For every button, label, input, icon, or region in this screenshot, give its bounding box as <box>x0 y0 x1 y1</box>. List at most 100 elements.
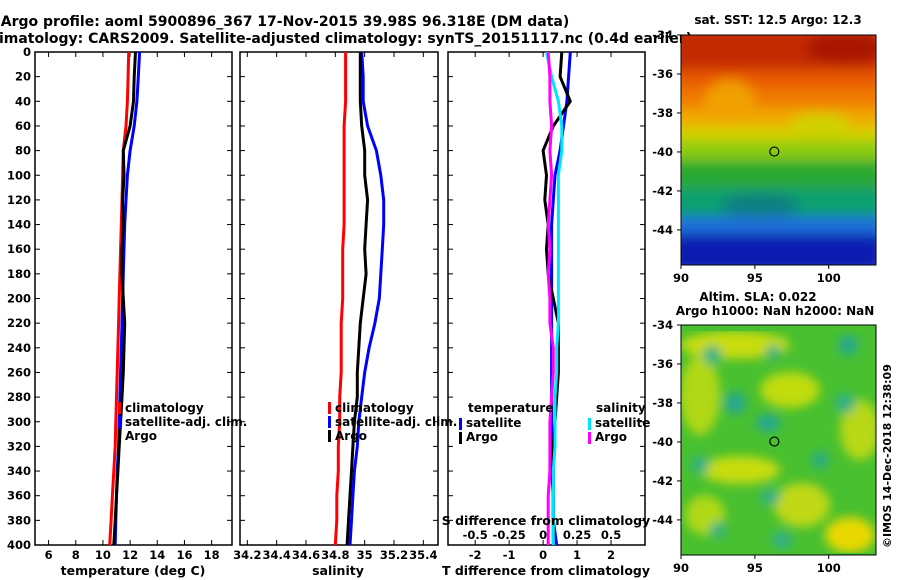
lon-tick-label: 100 <box>817 271 841 285</box>
depth-tick-label: 80 <box>15 144 31 158</box>
depth-tick-label: 0 <box>23 45 31 59</box>
legend-swatch-argo <box>118 430 121 442</box>
legend-swatch-sal-argo <box>588 432 591 444</box>
series-temperature-argo <box>541 51 572 545</box>
depth-tick-label: 60 <box>15 119 31 133</box>
sla-map-title-2: Argo h1000: NaN h2000: NaN <box>676 304 875 318</box>
series-climatology <box>108 51 131 546</box>
imos-watermark: ©IMOS 14-Dec-2018 12:38:09 <box>881 364 894 548</box>
depth-tick-label: 200 <box>7 292 31 306</box>
lat-tick-label: -36 <box>652 357 673 371</box>
series-satellite-adj-clim- <box>348 51 386 546</box>
x-tick-label: 34.2 <box>233 548 261 562</box>
depth-tick-label: 240 <box>7 341 31 355</box>
x-tick-label: 16 <box>176 548 192 562</box>
legend-climatology: climatology <box>335 401 414 415</box>
legend-argo: Argo <box>335 429 367 443</box>
lon-tick-label: 90 <box>673 271 689 285</box>
sst-map-title: sat. SST: 12.5 Argo: 12.3 <box>694 13 861 27</box>
legend-sal-argo: Argo <box>595 430 627 444</box>
salinity-chart: 34.2 34.4 34.6 34.8 35 35.2 35.4 <box>233 51 438 562</box>
legend-swatch-temp-argo <box>459 432 462 444</box>
depth-tick-label: 160 <box>7 242 31 256</box>
lat-tick-label: -34 <box>652 28 673 42</box>
legend-satellite-adj: satellite-adj. clim. <box>335 415 457 429</box>
sst-map-frame <box>680 34 877 266</box>
difference-panel <box>447 51 646 546</box>
legend-swatch-sal-satellite <box>588 418 591 430</box>
x-tick-label: 34.4 <box>262 548 290 562</box>
x-tick-label: 35.4 <box>409 548 437 562</box>
sst-map-axes: -34 -36 -38 -40 -42 -44 90 95 100 <box>652 28 841 285</box>
lon-tick-label: 95 <box>747 271 763 285</box>
x-tick-label: 35 <box>357 548 373 562</box>
depth-tick-label: 20 <box>15 70 31 84</box>
temperature-legend: climatology satellite-adj. clim. Argo <box>118 401 247 443</box>
legend-temp-argo: Argo <box>466 430 498 444</box>
series-argo <box>112 51 137 546</box>
lat-tick-label: -34 <box>652 318 673 332</box>
lat-tick-label: -36 <box>652 67 673 81</box>
x-tick-label: 35.2 <box>380 548 408 562</box>
x-tick-label: 12 <box>122 548 138 562</box>
lat-tick-label: -40 <box>652 145 673 159</box>
legend-temp-satellite: satellite <box>466 416 521 430</box>
difference-chart: -2 -1 0 1 2 -0.5 -0.25 0 0.25 0.5 <box>463 51 621 562</box>
legend-swatch-satellite <box>118 416 121 428</box>
lon-tick-label: 95 <box>747 561 763 575</box>
depth-tick-label: 300 <box>7 415 31 429</box>
s-tick-label: 0.25 <box>563 528 591 542</box>
legend-temperature-title: temperature <box>468 401 553 415</box>
x-tick-label: 14 <box>149 548 165 562</box>
x-tick-label: -2 <box>469 548 482 562</box>
sst-map <box>681 35 876 265</box>
lat-tick-label: -40 <box>652 435 673 449</box>
title-line-2: Climatology: CARS2009. Satellite-adjuste… <box>0 31 692 47</box>
s-tick-label: 0.5 <box>601 528 621 542</box>
series-climatology <box>333 52 348 546</box>
depth-tick-label: 380 <box>7 513 31 527</box>
salinity-xlabel: salinity <box>312 563 364 578</box>
title-line-1: Argo profile: aoml 5900896_367 17-Nov-20… <box>1 14 570 30</box>
series-salinity-argo <box>546 51 555 545</box>
sla-map-axes: -34 -36 -38 -40 -42 -44 90 95 100 <box>652 318 841 575</box>
x-tick-label: 2 <box>607 548 615 562</box>
depth-tick-label: 120 <box>7 193 31 207</box>
legend-sal-satellite: satellite <box>595 416 650 430</box>
x-tick-label: 0 <box>539 548 547 562</box>
x-tick-label: 10 <box>95 548 111 562</box>
x-tick-label: 34.6 <box>292 548 320 562</box>
lon-tick-label: 90 <box>673 561 689 575</box>
x-tick-label: 1 <box>573 548 581 562</box>
lat-tick-label: -38 <box>652 106 673 120</box>
x-tick-label: 34.8 <box>321 548 349 562</box>
depth-tick-label: 320 <box>7 439 31 453</box>
x-tick-label: 18 <box>204 548 220 562</box>
s-tick-label: -0.25 <box>493 528 526 542</box>
series-salinity-satellite <box>545 51 564 545</box>
lon-tick-label: 100 <box>817 561 841 575</box>
s-tick-label: -0.5 <box>463 528 488 542</box>
legend-swatch-climatology <box>328 402 331 414</box>
sla-map-frame <box>680 324 877 556</box>
legend-satellite-adj: satellite-adj. clim. <box>125 415 247 429</box>
depth-tick-label: 280 <box>7 390 31 404</box>
legend-swatch-climatology <box>118 402 121 414</box>
lat-tick-label: -44 <box>652 223 673 237</box>
legend-salinity-title: salinity <box>596 401 646 415</box>
legend-swatch-temp-satellite <box>459 418 462 430</box>
depth-tick-label: 40 <box>15 94 31 108</box>
depth-tick-label: 260 <box>7 365 31 379</box>
depth-tick-label: 140 <box>7 218 31 232</box>
temperature-xlabel: temperature (deg C) <box>61 563 206 578</box>
x-tick-label: 8 <box>72 548 80 562</box>
lat-tick-label: -42 <box>652 184 673 198</box>
series-argo <box>345 52 370 546</box>
salinity-legend: climatology satellite-adj. clim. Argo <box>328 401 457 443</box>
s-tick-label: 0 <box>539 528 547 542</box>
lat-tick-label: -42 <box>652 474 673 488</box>
depth-tick-label: 220 <box>7 316 31 330</box>
s-difference-xlabel: S difference from climatology <box>442 513 651 528</box>
lat-tick-label: -44 <box>652 513 673 527</box>
